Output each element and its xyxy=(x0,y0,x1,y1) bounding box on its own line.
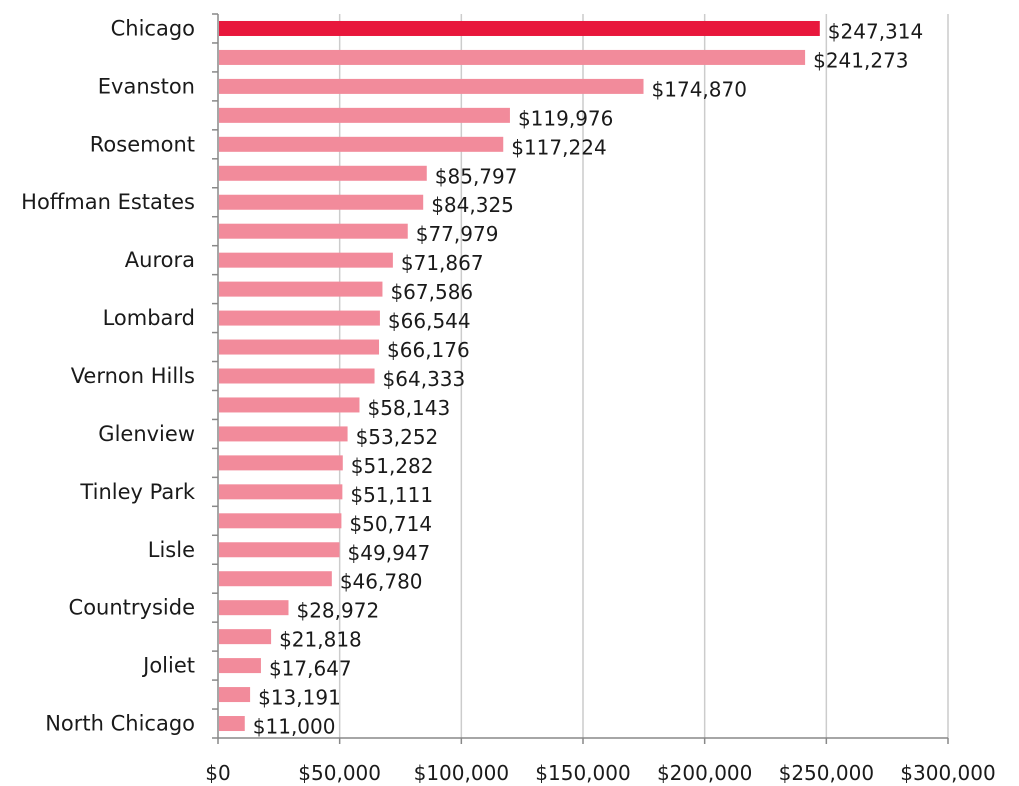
bar xyxy=(219,78,644,94)
value-label: $51,282 xyxy=(351,454,434,478)
bar xyxy=(219,600,289,616)
value-label: $11,000 xyxy=(253,715,336,739)
x-tick-label: $50,000 xyxy=(298,761,381,785)
bar xyxy=(219,310,380,326)
x-tick-label: $200,000 xyxy=(657,761,752,785)
x-tick-label: $0 xyxy=(205,761,230,785)
bar xyxy=(219,484,343,500)
value-label: $64,333 xyxy=(383,367,466,391)
category-label: Evanston xyxy=(98,74,195,98)
value-label: $77,979 xyxy=(416,222,499,246)
bar xyxy=(219,513,342,529)
bar xyxy=(219,165,427,181)
bar xyxy=(219,455,343,471)
value-label: $58,143 xyxy=(367,396,450,420)
bar xyxy=(219,252,393,268)
value-label: $66,544 xyxy=(388,309,471,333)
x-tick-label: $150,000 xyxy=(535,761,630,785)
bar xyxy=(219,397,360,413)
bar xyxy=(219,629,272,645)
bar xyxy=(219,281,383,297)
bar xyxy=(219,107,510,123)
value-label: $85,797 xyxy=(435,164,518,188)
value-label: $119,976 xyxy=(518,106,613,130)
category-label: Lombard xyxy=(103,306,195,330)
bar xyxy=(219,426,348,442)
bar xyxy=(219,223,408,239)
bar xyxy=(219,136,504,152)
bar xyxy=(219,658,261,674)
category-label: Joliet xyxy=(141,654,195,678)
x-tick-labels: $0 $50,000 $100,000 $150,000 $200,000 $250,00… xyxy=(205,761,995,785)
bars xyxy=(219,20,820,732)
category-label: Tinley Park xyxy=(79,480,195,504)
value-label: $17,647 xyxy=(269,657,352,681)
value-label: $53,252 xyxy=(356,425,439,449)
value-label: $50,714 xyxy=(349,512,432,536)
x-tick-label: $250,000 xyxy=(779,761,874,785)
value-label: $67,586 xyxy=(390,280,473,304)
value-label: $66,176 xyxy=(387,338,470,362)
bar xyxy=(219,20,820,36)
category-label: Rosemont xyxy=(90,132,195,156)
axes xyxy=(212,13,949,744)
x-tick-label: $300,000 xyxy=(900,761,995,785)
value-label: $117,224 xyxy=(511,135,606,159)
value-label: $49,947 xyxy=(348,541,431,565)
category-label: Lisle xyxy=(148,538,195,562)
value-labels: $247,314 $241,273 $174,870 $119,976 $117,224… xyxy=(253,19,923,738)
category-label: Chicago xyxy=(111,16,195,40)
value-label: $51,111 xyxy=(350,483,433,507)
bar xyxy=(219,368,375,384)
value-label: $247,314 xyxy=(828,19,923,43)
category-label: Vernon Hills xyxy=(71,364,195,388)
value-label: $174,870 xyxy=(652,77,747,101)
x-tick-label: $100,000 xyxy=(414,761,509,785)
bar xyxy=(219,716,245,732)
value-label: $21,818 xyxy=(279,628,362,652)
bar xyxy=(219,339,380,355)
category-label: Glenview xyxy=(98,422,195,446)
bar xyxy=(219,542,340,558)
value-label: $71,867 xyxy=(401,251,484,275)
value-label: $28,972 xyxy=(296,599,379,623)
value-label: $46,780 xyxy=(340,570,423,594)
bar xyxy=(219,571,332,587)
category-label: Aurora xyxy=(125,248,195,272)
value-label: $13,191 xyxy=(258,686,341,710)
bar xyxy=(219,49,806,65)
value-label: $241,273 xyxy=(813,48,908,72)
grid-lines xyxy=(338,14,949,738)
bar xyxy=(219,687,251,703)
category-label: Countryside xyxy=(69,596,195,620)
category-label: North Chicago xyxy=(45,712,195,736)
category-labels: Chicago Evanston Rosemont Hoffman Estates Au… xyxy=(21,16,196,735)
category-label: Hoffman Estates xyxy=(21,190,195,214)
value-label: $84,325 xyxy=(431,193,514,217)
bar xyxy=(219,194,424,210)
